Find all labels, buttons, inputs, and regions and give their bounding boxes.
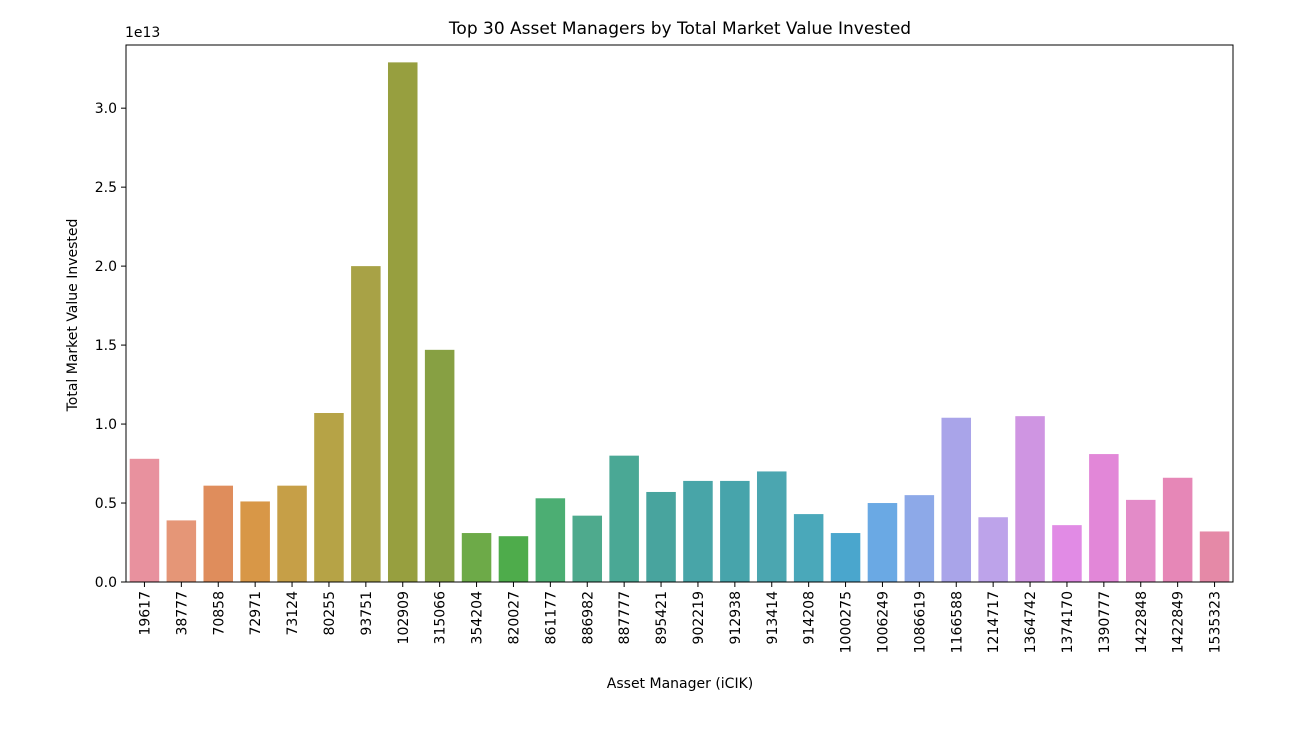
x-tick-label-1390777: 1390777: [1097, 591, 1113, 653]
bar-820027: [498, 536, 529, 582]
bar-354204: [461, 533, 492, 582]
x-tick-label-1086619: 1086619: [912, 591, 928, 653]
bar-1535323: [1199, 531, 1230, 582]
y-tick-label: 3.0: [95, 101, 117, 117]
x-tick-label-80255: 80255: [322, 591, 338, 636]
bar-70858: [203, 485, 234, 582]
y-tick-label: 1.5: [95, 338, 117, 354]
x-tick-label-354204: 354204: [470, 591, 486, 645]
bar-19617: [129, 458, 160, 582]
bar-902219: [683, 480, 713, 582]
y-offset-text: 1e13: [125, 25, 160, 41]
bar-914208: [793, 514, 824, 582]
x-tick-label-912938: 912938: [728, 591, 744, 644]
bar-1000275: [830, 533, 861, 582]
bar-861177: [535, 498, 566, 582]
bar-38777: [166, 520, 197, 582]
x-tick-label-1535323: 1535323: [1208, 591, 1224, 653]
y-tick-label: 2.0: [95, 259, 117, 275]
bar-73124: [277, 485, 307, 582]
x-tick-label-73124: 73124: [285, 591, 301, 636]
bar-912938: [720, 480, 750, 582]
x-tick-label-1422849: 1422849: [1171, 591, 1187, 653]
y-tick-label: 2.5: [95, 180, 117, 196]
y-tick-label: 0.5: [95, 496, 117, 512]
bar-1214717: [978, 517, 1008, 582]
y-ticks-group: 0.0 0.5 1.0 1.5 2.0 2.5 3.0: [95, 101, 126, 591]
x-tick-label-1000275: 1000275: [839, 591, 855, 653]
bars-group: [129, 62, 1230, 583]
x-tick-label-887777: 887777: [617, 591, 633, 644]
bar-887777: [609, 455, 639, 582]
bar-1390777: [1089, 454, 1119, 582]
x-tick-label-913414: 913414: [765, 591, 781, 645]
bar-1364742: [1015, 416, 1045, 582]
bar-1422849: [1162, 477, 1193, 582]
bar-1166588: [941, 417, 972, 582]
x-tick-label-38777: 38777: [174, 591, 190, 636]
x-tick-label-861177: 861177: [543, 591, 559, 644]
x-tick-label-72971: 72971: [248, 591, 264, 636]
x-tick-label-1364742: 1364742: [1023, 591, 1039, 653]
bar-315066: [424, 349, 455, 582]
y-tick-label: 1.0: [95, 417, 117, 433]
bar-913414: [756, 471, 787, 582]
x-tick-label-93751: 93751: [359, 591, 375, 636]
x-tick-label-886982: 886982: [580, 591, 596, 644]
x-tick-label-902219: 902219: [691, 591, 707, 644]
bar-80255: [314, 413, 344, 582]
x-tick-label-1214717: 1214717: [986, 591, 1002, 653]
bar-1374170: [1052, 525, 1082, 582]
x-tick-label-102909: 102909: [396, 591, 412, 644]
x-tick-label-820027: 820027: [506, 591, 522, 644]
x-tick-label-895421: 895421: [654, 591, 670, 644]
x-tick-label-1422848: 1422848: [1134, 591, 1150, 653]
bar-1422848: [1125, 499, 1156, 582]
bar-895421: [646, 491, 676, 582]
x-tick-label-914208: 914208: [802, 591, 818, 644]
bar-1086619: [904, 495, 935, 582]
x-tick-label-19617: 19617: [137, 591, 153, 636]
y-axis-label: Total Market Value Invested: [65, 219, 81, 413]
y-tick-label: 0.0: [95, 575, 117, 591]
x-ticks-group: 19617 38777 70858 72971 73124 80255 93751 10290…: [137, 582, 1224, 653]
bar-72971: [240, 501, 270, 582]
x-axis-label: Asset Manager (iCIK): [607, 676, 753, 692]
bar-102909: [387, 62, 418, 583]
x-tick-label-70858: 70858: [211, 591, 227, 636]
bar-1006249: [867, 503, 898, 582]
chart-title: Top 30 Asset Managers by Total Market Va…: [448, 19, 911, 39]
x-tick-label-315066: 315066: [433, 591, 449, 645]
x-tick-label-1006249: 1006249: [875, 591, 891, 653]
x-tick-label-1374170: 1374170: [1060, 591, 1076, 653]
bar-886982: [572, 515, 603, 582]
plot-frame: [125, 44, 1234, 583]
x-tick-label-1166588: 1166588: [949, 591, 965, 653]
bar-93751: [351, 266, 381, 582]
